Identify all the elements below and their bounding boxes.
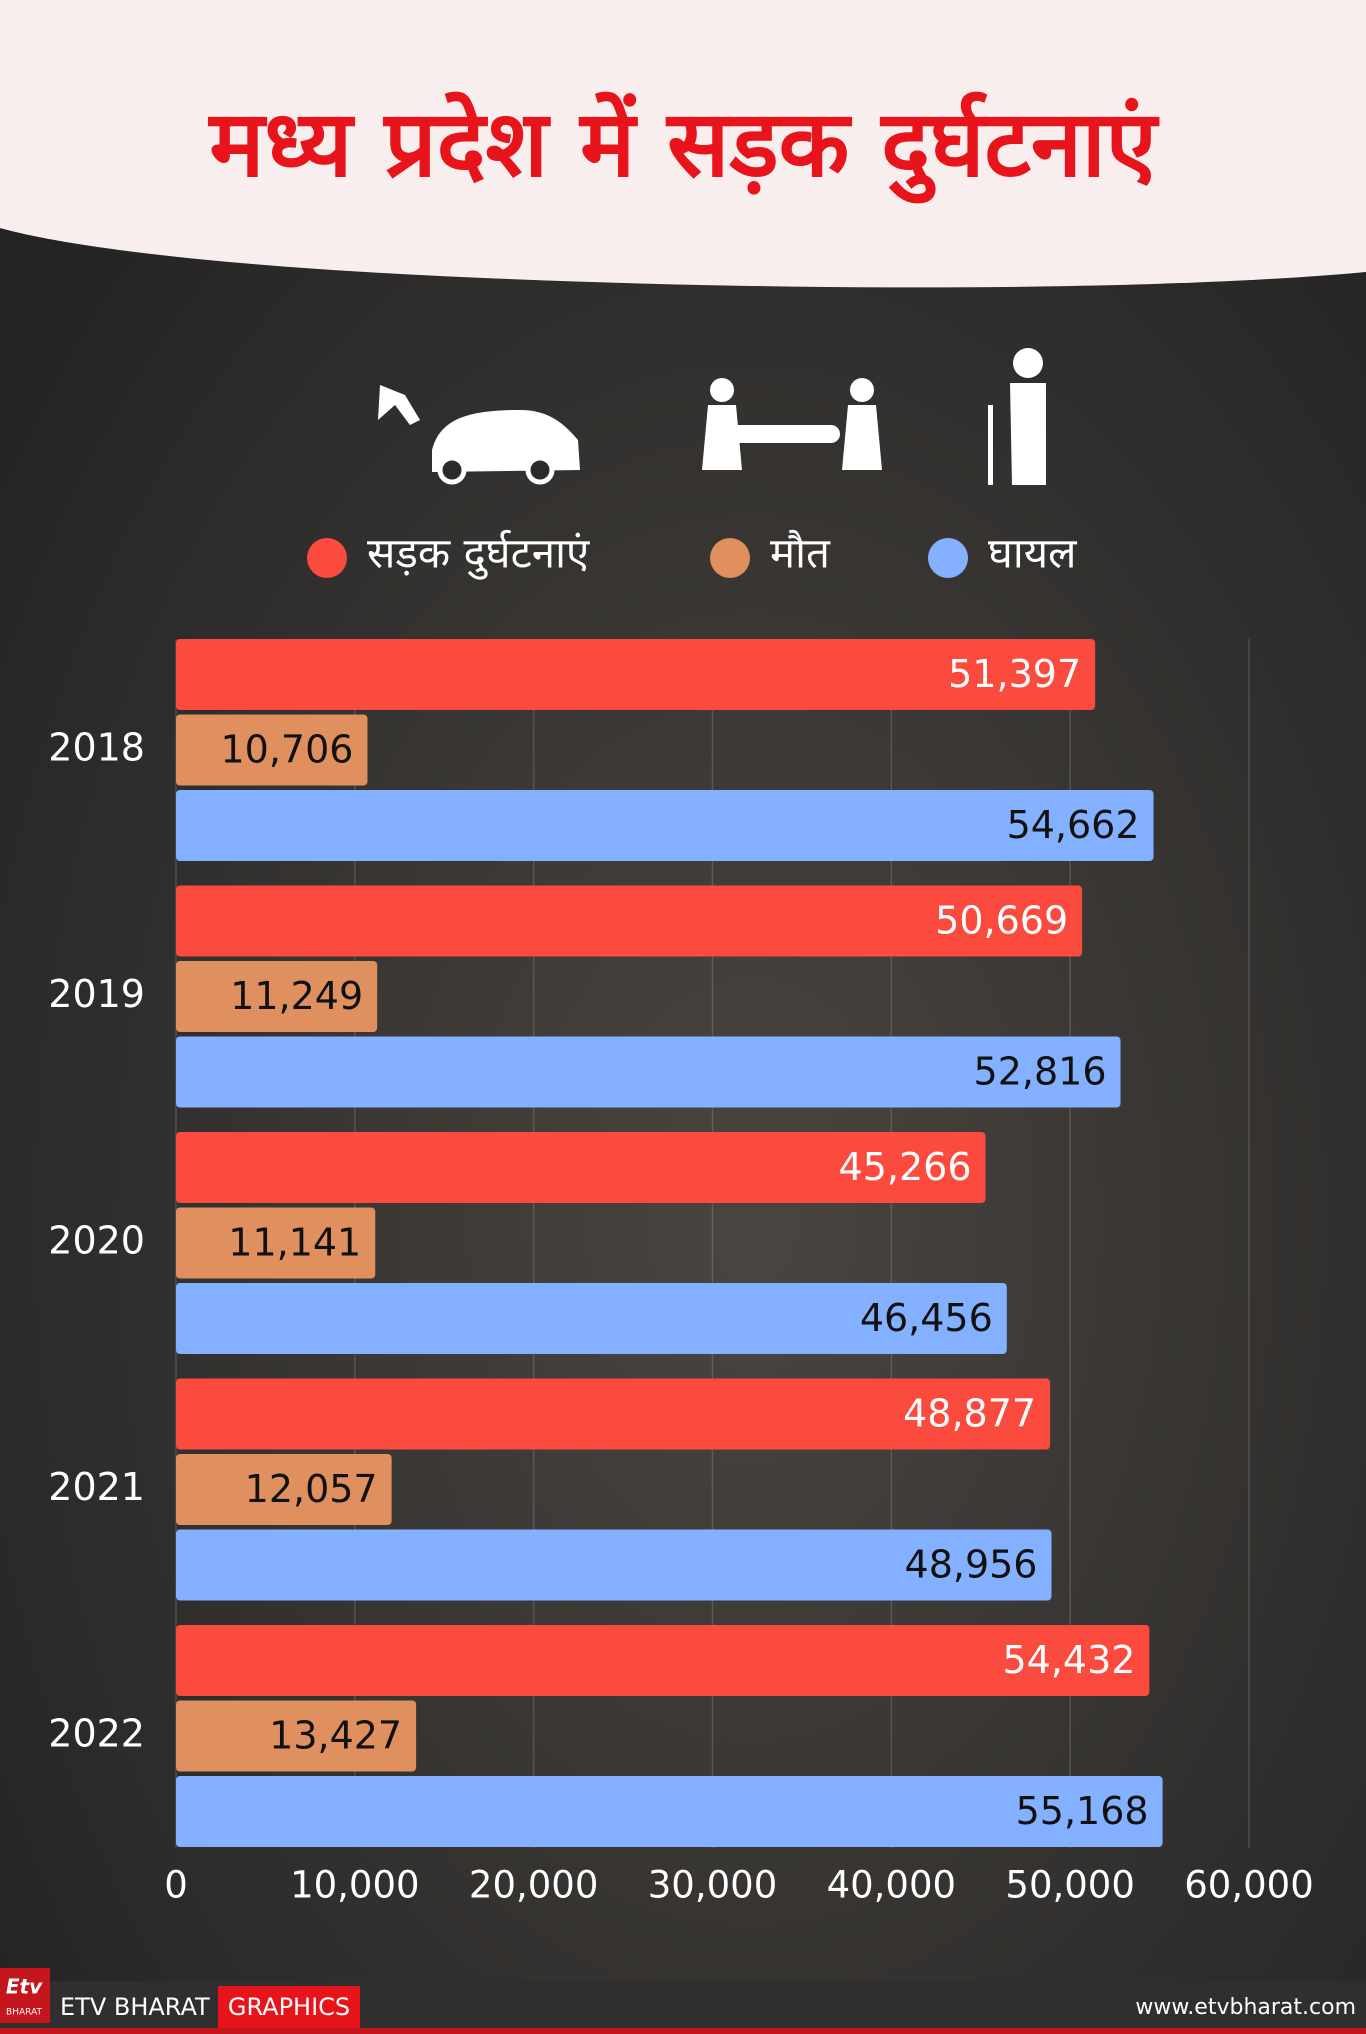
- y-tick-label: 2020: [48, 1219, 145, 1263]
- bar: [176, 1132, 986, 1203]
- legend-swatch: [307, 538, 347, 578]
- logo-text: Etv: [6, 1975, 43, 1999]
- chart-title: मध्य प्रदेश में सड़क दुर्घटनाएं: [207, 90, 1159, 203]
- y-tick-label: 2018: [48, 726, 145, 770]
- bar: [176, 1378, 1051, 1450]
- legend-swatch: [928, 538, 968, 578]
- section-box: [218, 1986, 360, 2028]
- bar: [176, 1700, 417, 1772]
- legend-label: घायल: [988, 529, 1078, 578]
- data-label: 45,266: [839, 1145, 972, 1189]
- paramedic-icon: [850, 378, 874, 402]
- data-label: 11,141: [228, 1221, 361, 1265]
- legend-label: सड़क दुर्घटनाएं: [367, 529, 590, 581]
- data-label: 48,877: [903, 1392, 1036, 1436]
- website: www.etvbharat.com: [1135, 1995, 1356, 2020]
- data-label: 54,432: [1002, 1638, 1135, 1682]
- bar: [176, 1625, 1150, 1696]
- data-label: 55,168: [1016, 1789, 1149, 1833]
- icons: [378, 348, 1046, 485]
- y-tick-label: 2022: [48, 1712, 145, 1756]
- car-wheel: [437, 455, 467, 485]
- bar: [176, 1529, 1052, 1601]
- data-label: 52,816: [974, 1050, 1107, 1094]
- x-tick-label: 50,000: [1005, 1864, 1134, 1907]
- data-label: 50,669: [935, 899, 1068, 943]
- bar: [176, 639, 1096, 710]
- x-tick-label: 10,000: [290, 1864, 419, 1907]
- data-label: 51,397: [948, 652, 1081, 696]
- bar: [176, 714, 368, 786]
- paramedic-icon: [842, 405, 882, 470]
- x-tick-label: 30,000: [648, 1864, 777, 1907]
- injured-icon: [1010, 383, 1046, 485]
- bar: [176, 1283, 1007, 1354]
- y-tick-label: 2021: [48, 1465, 145, 1509]
- data-label: 11,249: [230, 974, 363, 1018]
- paramedic-icon: [702, 405, 742, 470]
- legend-label: मौत: [770, 529, 831, 578]
- bar: [176, 1776, 1163, 1847]
- data-label: 48,956: [905, 1543, 1038, 1587]
- logo: [0, 1968, 50, 2023]
- brand: ETV BHARAT: [60, 1993, 210, 2021]
- section: GRAPHICS: [228, 1993, 350, 2021]
- data-label: 13,427: [269, 1714, 402, 1758]
- crutch-icon: [988, 405, 993, 485]
- injured-icon: [1013, 348, 1043, 378]
- data-label: 10,706: [220, 728, 353, 772]
- header-band: [0, 0, 1366, 288]
- paramedic-icon: [710, 378, 734, 402]
- data-label: 54,662: [1007, 803, 1140, 847]
- x-tick-label: 40,000: [827, 1864, 956, 1907]
- legend-swatch: [710, 538, 750, 578]
- data-label: 46,456: [860, 1296, 993, 1340]
- bar: [176, 1036, 1121, 1108]
- bar: [176, 1207, 376, 1279]
- x-tick-label: 20,000: [469, 1864, 598, 1907]
- data-label: 12,057: [245, 1467, 378, 1511]
- stretcher-icon: [730, 425, 840, 443]
- bar: [176, 790, 1154, 861]
- bar: [176, 1454, 392, 1525]
- bar: [176, 961, 378, 1032]
- car-wheel: [525, 455, 555, 485]
- y-tick-label: 2019: [48, 972, 145, 1016]
- x-tick-label: 0: [164, 1864, 188, 1907]
- x-tick-label: 60,000: [1184, 1864, 1313, 1907]
- bar: [176, 885, 1083, 957]
- logo-subtext: BHARAT: [6, 2008, 42, 2018]
- person-falling-icon: [378, 385, 420, 425]
- footer-stripe: [0, 2028, 1366, 2034]
